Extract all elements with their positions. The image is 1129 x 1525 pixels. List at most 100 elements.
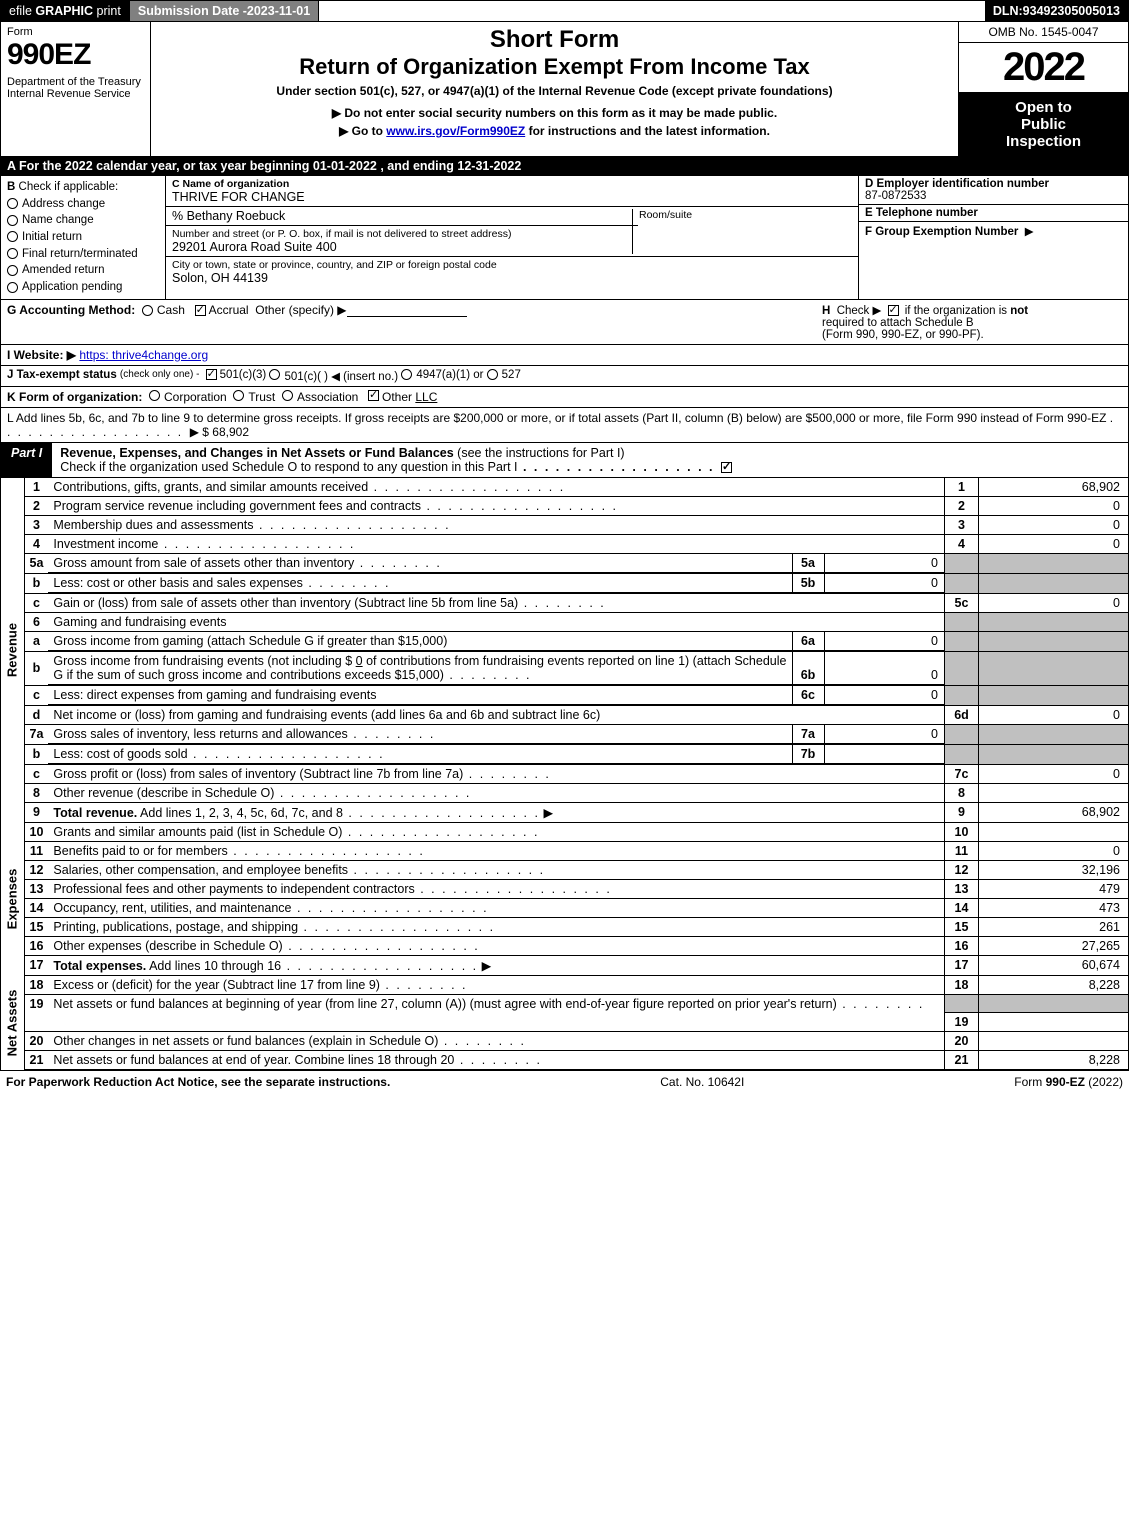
line-desc: Net assets or fund balances at end of ye… — [48, 1051, 944, 1070]
amt: 68,902 — [979, 802, 1129, 822]
part-1-header: Part I Revenue, Expenses, and Changes in… — [0, 443, 1129, 478]
cb-cash[interactable] — [142, 305, 153, 316]
row-a-tax-year: A For the 2022 calendar year, or tax yea… — [0, 157, 1129, 176]
side-num: 17 — [945, 955, 979, 975]
sub-row: Gross income from gaming (attach Schedul… — [48, 631, 944, 651]
line-desc: Total revenue. Add lines 1, 2, 3, 4, 5c,… — [48, 802, 944, 822]
cb-name-change-label: Name change — [22, 214, 94, 226]
side-num: 5c — [945, 593, 979, 612]
cb-address-change[interactable]: Address change — [7, 196, 159, 213]
col-def: D Employer identification number 87-0872… — [858, 176, 1128, 299]
amt: 68,902 — [979, 478, 1129, 497]
mini-num: 6a — [792, 632, 824, 651]
footer-catno: Cat. No. 10642I — [390, 1075, 1014, 1089]
side-num: 8 — [945, 783, 979, 802]
amt-grey — [979, 612, 1129, 631]
h-not: not — [1010, 305, 1028, 317]
cb-association[interactable] — [282, 390, 293, 401]
side-grey — [945, 553, 979, 573]
k-label: K Form of organization: — [7, 390, 142, 404]
cb-h-not-required[interactable] — [888, 305, 899, 316]
cb-527[interactable] — [487, 369, 498, 380]
cb-corporation[interactable] — [149, 390, 160, 401]
row-i-website: I Website: ▶ https: thrive4change.org — [0, 345, 1129, 366]
ein-label: D Employer identification number — [865, 178, 1049, 190]
ein-value: 87-0872533 — [865, 190, 926, 202]
side-num: 21 — [945, 1051, 979, 1070]
submission-value: 2023-11-01 — [247, 4, 310, 18]
side-num: 15 — [945, 917, 979, 936]
line-num: c — [25, 685, 49, 705]
cb-application-pending[interactable]: Application pending — [7, 279, 159, 296]
side-num: 10 — [945, 823, 979, 842]
line-num: 6 — [25, 612, 49, 631]
footer-left: For Paperwork Reduction Act Notice, see … — [6, 1075, 390, 1089]
amt — [979, 1013, 1129, 1032]
side-grey — [945, 573, 979, 593]
cb-accrual[interactable] — [195, 305, 206, 316]
addr-label: Number and street (or P. O. box, if mail… — [172, 228, 632, 240]
under-section: Under section 501(c), 527, or 4947(a)(1)… — [159, 84, 950, 98]
cb-other-org[interactable] — [368, 390, 379, 401]
cb-name-change[interactable]: Name change — [7, 212, 159, 229]
line-desc: Gain or (loss) from sale of assets other… — [48, 593, 944, 612]
side-grey — [945, 744, 979, 764]
amt — [979, 823, 1129, 842]
line-num: 15 — [25, 917, 49, 936]
side-grey — [945, 724, 979, 744]
revenue-table: 1Contributions, gifts, grants, and simil… — [25, 478, 1129, 823]
cb-4947[interactable] — [401, 369, 412, 380]
net-assets-section: Net Assets 18Excess or (deficit) for the… — [0, 976, 1129, 1071]
amt — [979, 1032, 1129, 1051]
amt: 473 — [979, 898, 1129, 917]
line-desc: Program service revenue including govern… — [48, 496, 944, 515]
mini-num: 7b — [792, 745, 824, 764]
row-j-tax-exempt: J Tax-exempt status (check only one) - 5… — [0, 366, 1129, 387]
side-num: 16 — [945, 936, 979, 955]
footer-right: Form 990-EZ (2022) — [1014, 1075, 1123, 1089]
cb-initial-return[interactable]: Initial return — [7, 229, 159, 246]
expenses-side-label: Expenses — [1, 823, 25, 976]
amt: 0 — [979, 515, 1129, 534]
phone-label: E Telephone number — [865, 207, 978, 219]
irs-link[interactable]: www.irs.gov/Form990EZ — [386, 124, 525, 138]
cb-trust[interactable] — [233, 390, 244, 401]
side-num: 19 — [945, 1013, 979, 1032]
cb-final-return[interactable]: Final return/terminated — [7, 246, 159, 263]
mini-amt: 0 — [824, 574, 944, 593]
form-header: Form 990EZ Department of the Treasury In… — [0, 22, 1129, 157]
amt — [979, 783, 1129, 802]
no-enter-line: ▶ Do not enter social security numbers o… — [159, 106, 950, 120]
opt-assoc: Association — [297, 390, 358, 404]
efile-pre: efile — [9, 4, 35, 18]
line-desc: Net assets or fund balances at beginning… — [48, 994, 944, 1013]
group-exemption-label: F Group Exemption Number — [865, 226, 1018, 238]
line-num: c — [25, 593, 49, 612]
other-specify: Other (specify) ▶ — [255, 303, 346, 317]
line-desc: Salaries, other compensation, and employ… — [48, 860, 944, 879]
line-desc: Benefits paid to or for members — [48, 841, 944, 860]
cb-schedule-o-used[interactable] — [721, 462, 732, 473]
website-link[interactable]: https: thrive4change.org — [79, 348, 208, 362]
goto-line: ▶ Go to www.irs.gov/Form990EZ for instru… — [159, 124, 950, 138]
cb-501c3[interactable] — [206, 369, 217, 380]
cb-501c[interactable] — [269, 369, 280, 380]
l-text: L Add lines 5b, 6c, and 7b to line 9 to … — [7, 411, 1106, 425]
open-line1: Open to — [963, 99, 1124, 116]
other-specify-input[interactable] — [347, 305, 467, 317]
efile-print-button[interactable]: efile GRAPHIC print — [1, 1, 130, 21]
line-num: 4 — [25, 534, 49, 553]
c-name-label: C Name of organization — [172, 178, 289, 190]
cb-amended-return[interactable]: Amended return — [7, 262, 159, 279]
line-num: b — [25, 651, 49, 685]
side-num: 2 — [945, 496, 979, 515]
j-sub: (check only one) - — [120, 369, 199, 383]
h-block: H Check ▶ if the organization is not req… — [822, 303, 1122, 341]
amt: 261 — [979, 917, 1129, 936]
line-num: 18 — [25, 976, 49, 995]
part-1-sub: (see the instructions for Part I) — [454, 446, 625, 460]
side-num: 6d — [945, 705, 979, 724]
department: Department of the Treasury Internal Reve… — [7, 76, 144, 100]
expenses-section: Expenses 10Grants and similar amounts pa… — [0, 823, 1129, 976]
c-city-block: City or town, state or province, country… — [166, 257, 858, 299]
